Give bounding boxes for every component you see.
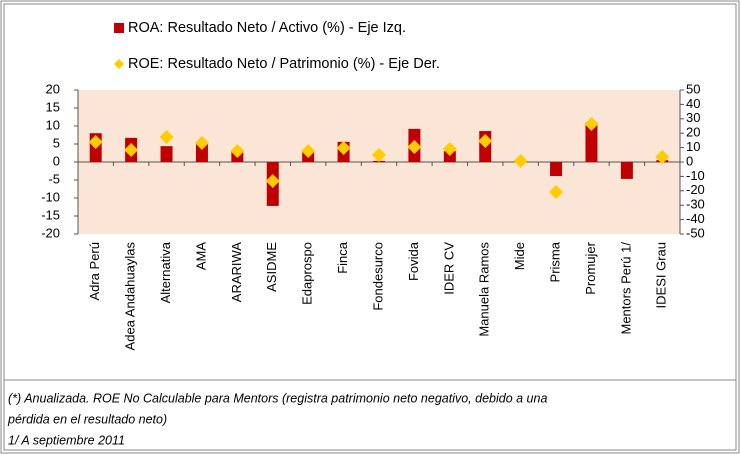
legend-swatch — [114, 59, 124, 69]
y2-tick-label: 30 — [686, 110, 700, 125]
inner-frame — [3, 3, 737, 451]
note: pérdida en el resultado neto) — [7, 412, 167, 426]
y2-tick-label: -30 — [686, 197, 705, 212]
x-tick-label: Prisma — [547, 241, 562, 282]
marker — [88, 134, 103, 149]
y2-tick-label: -20 — [686, 182, 705, 197]
y-tick-label: 15 — [46, 99, 60, 114]
marker — [407, 140, 422, 155]
y-tick-label: -20 — [41, 225, 60, 240]
bar — [585, 122, 598, 162]
y-tick-label: 5 — [53, 135, 60, 150]
x-tick-label: Edaprospo — [300, 242, 315, 305]
marker — [478, 133, 493, 148]
x-tick-label: Adra Perú — [87, 242, 102, 301]
bar — [443, 151, 456, 162]
y-tick-label: -15 — [41, 207, 60, 222]
marker — [584, 116, 599, 131]
y2-tick-label: 20 — [686, 125, 700, 140]
y2-tick-label: 10 — [686, 139, 700, 154]
x-tick-label: Fondesurco — [370, 242, 385, 311]
marker — [194, 135, 209, 150]
marker — [549, 184, 564, 199]
note: (*) Anualizada. ROE No Calculable para M… — [8, 391, 547, 405]
legend-swatch — [114, 23, 124, 33]
x-tick-label: Promujer — [583, 241, 598, 294]
bar — [195, 142, 208, 162]
x-tick-label: Manuela Ramos — [477, 242, 492, 337]
x-tick-label: IDER CV — [441, 242, 456, 295]
y-tick-label: 0 — [53, 153, 60, 168]
bar — [160, 146, 173, 162]
bar — [620, 162, 633, 179]
legend-label: ROA: Resultado Neto / Activo (%) - Eje I… — [128, 20, 406, 36]
x-tick-label: Mide — [512, 242, 527, 270]
x-tick-label: Fovida — [406, 241, 421, 281]
marker — [301, 144, 316, 159]
marker — [655, 149, 670, 164]
x-tick-label: Adea Andahuaylas — [123, 242, 138, 351]
y-tick-label: -5 — [48, 171, 60, 186]
marker — [336, 141, 351, 156]
marker — [124, 143, 139, 158]
marker — [230, 144, 245, 159]
note: 1/ A septiembre 2011 — [8, 433, 125, 447]
y-tick-label: -10 — [41, 189, 60, 204]
y2-tick-label: -40 — [686, 211, 705, 226]
marker — [159, 129, 174, 144]
y2-tick-label: 40 — [686, 96, 700, 111]
x-tick-label: ARARIWA — [229, 242, 244, 303]
y-tick-label: 20 — [46, 81, 60, 96]
y2-tick-label: -10 — [686, 168, 705, 183]
y-tick-label: 10 — [46, 117, 60, 132]
marker — [513, 153, 528, 168]
y2-tick-label: 50 — [686, 81, 700, 96]
legend-label: ROE: Resultado Neto / Patrimonio (%) - E… — [128, 56, 440, 72]
marker — [265, 174, 280, 189]
y2-tick-label: 0 — [686, 153, 693, 168]
x-tick-label: Mentors Perú 1/ — [618, 242, 633, 335]
x-tick-label: Alternativa — [158, 241, 173, 303]
x-tick-label: ASIDME — [264, 242, 279, 292]
marker — [442, 142, 457, 157]
x-tick-label: Finca — [335, 241, 350, 274]
x-tick-label: AMA — [193, 242, 208, 271]
y2-tick-label: -50 — [686, 225, 705, 240]
marker — [372, 147, 386, 162]
bar — [550, 162, 563, 177]
x-tick-label: IDESI Grau — [654, 242, 669, 308]
